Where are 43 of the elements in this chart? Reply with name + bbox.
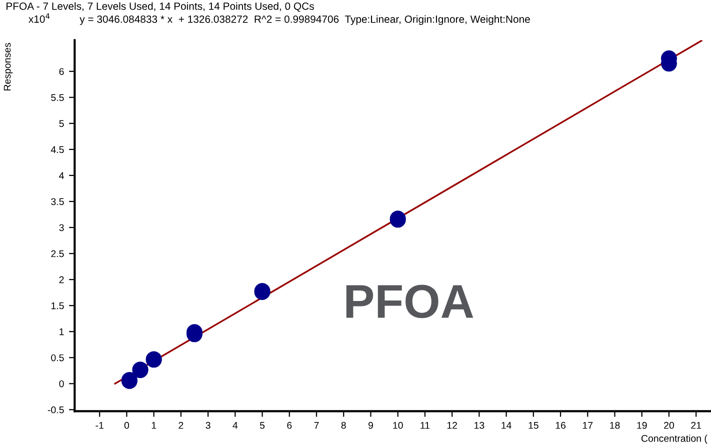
x-tick-label: 16 [556,422,566,429]
x-tick-label: 20 [664,422,674,429]
x-tick-label: 17 [582,422,593,429]
y-axis-title: Responses [4,42,13,90]
x-tick-label: 4 [232,422,238,429]
x-tick-label: 21 [691,422,702,429]
y-tick-label: 1 [60,328,64,336]
y-tick-label: 1.5 [51,302,64,310]
y-tick-label: 0 [59,380,64,388]
y-tick-label: 5 [59,120,64,128]
x-tick-label: 18 [610,422,620,429]
y-tick-label: 6 [59,68,64,75]
y-tick-label: 4 [59,172,64,179]
x-tick-label: 19 [637,422,647,429]
x-axis-title: Concentration ( [641,434,708,444]
x-tick-label: 15 [528,422,538,429]
y-tick-label: 0.5 [51,354,64,362]
x-tick-label: 2 [178,422,184,429]
y-tick-label: 4.5 [50,146,64,154]
x-tick-label: 11 [420,422,430,429]
y-tick-label: 2 [59,276,64,284]
x-tick-label: 13 [474,422,484,429]
x-tick-label: 7 [314,422,319,429]
x-tick-label: 14 [502,422,512,429]
x-tick-label: 3 [206,422,210,429]
x-tick-label: 5 [260,422,265,429]
x-tick-label: 8 [341,422,346,429]
x-tick-label: 0 [124,422,130,429]
y-tick-label: -0.5 [48,406,64,414]
text: y = 3046.084833 * x + 1326.038272 R^2 = 0.99894706 Type:Linear, Origin:Ignore, Weight:None [80,15,530,25]
y-tick-label: 3 [59,224,64,232]
x-tick-label: 6 [287,422,292,429]
annotation: PFOA [346,284,474,318]
chart-title: PFOA - 7 Levels, 7 Levels Used, 14 Points, 14 Points Used, 0 QCs [6,2,314,12]
y-tick-label: 5.5 [51,94,64,102]
y-tick-label: 2.5 [51,250,64,258]
x-tick-label: 9 [368,422,373,429]
text: x10$^{4}$ [28,13,50,23]
x-tick-label: 12 [447,422,457,429]
x-tick-label: 10 [393,422,403,429]
x-tick-label: 1 [152,422,156,429]
x-tick-label: -1 [96,422,104,429]
y-tick-label: 3.5 [51,198,64,206]
